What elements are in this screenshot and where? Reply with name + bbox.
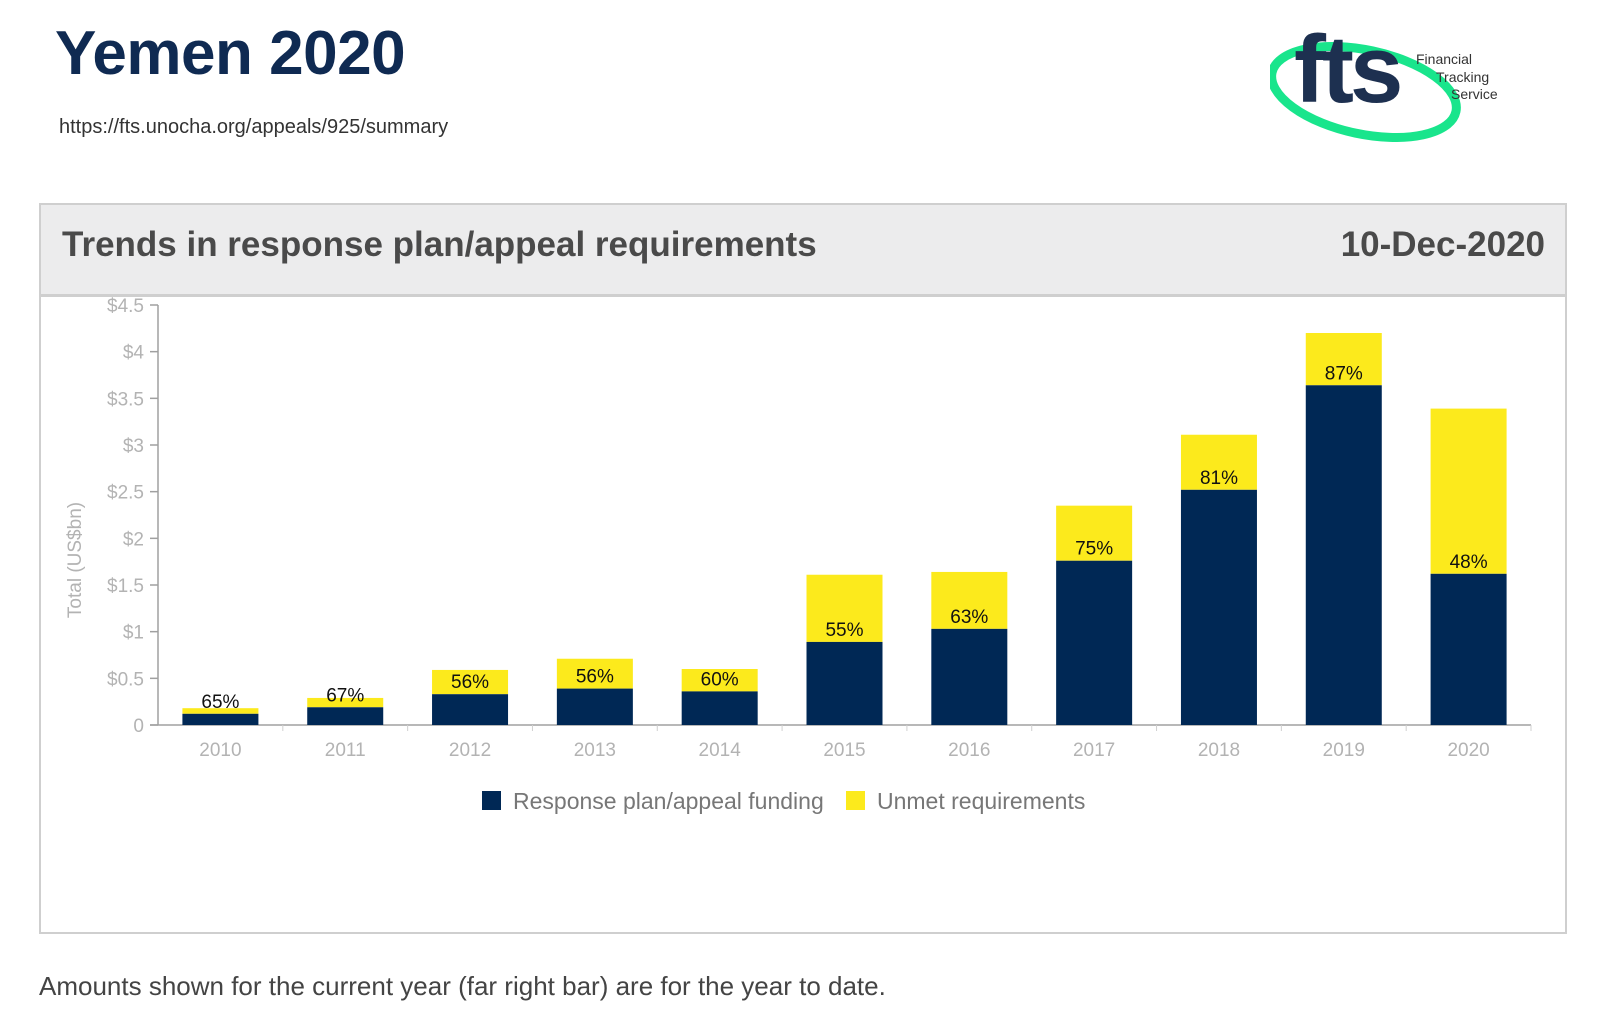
bar-unmet-2017 [1056,505,1133,561]
y-tick-label: $3.5 [107,389,144,410]
percent-label-2012: 56% [451,672,489,693]
bar-funding-2014 [681,691,758,725]
percent-label-2020: 48% [1450,552,1488,573]
bar-funding-2019 [1305,385,1382,725]
x-tick-label-2012: 2012 [449,740,491,761]
logo-wordmark: fts [1294,20,1400,123]
y-axis-title: Total (US$bn) [65,502,86,618]
legend-label-unmet: Unmet requirements [877,788,1085,814]
bar-unmet-2020 [1430,408,1507,574]
bar-unmet-2016 [931,571,1008,629]
bar-funding-2015 [806,641,883,725]
y-tick-label: $2.5 [107,483,144,504]
chart-date: 10-Dec-2020 [1340,225,1545,264]
chart-panel: Trends in response plan/appeal requireme… [39,203,1567,934]
legend-swatch-unmet [846,791,865,810]
legend-swatch-funding [482,791,501,810]
logo-line-3: Service [1451,86,1498,102]
x-tick-label-2014: 2014 [699,740,742,761]
bar-unmet-2012 [432,669,509,695]
bar-unmet-2010 [182,708,259,714]
percent-label-2017: 75% [1075,539,1113,560]
legend-label-funding: Response plan/appeal funding [513,788,824,814]
y-tick-label: $0.5 [107,669,144,690]
x-tick-label-2013: 2013 [574,740,616,761]
logo-line-2: Tracking [1436,69,1489,85]
y-tick-label: $2 [123,529,144,550]
bar-funding-2011 [307,707,384,725]
bar-chart: 0 $0.5 $1 $1.5 $2 $2.5 $3 $3.5 $4 $4.5 Total (US$b… [65,297,1532,814]
x-tick-label-2011: 2011 [325,740,366,761]
percent-label-2014: 60% [701,669,739,690]
page-title: Yemen 2020 [55,19,406,88]
x-tick-label-2019: 2019 [1323,740,1365,761]
x-tick-label-2018: 2018 [1198,740,1240,761]
chart-title: Trends in response plan/appeal requireme… [62,225,817,264]
bar-funding-2018 [1180,489,1257,725]
y-tick-label: $4.5 [107,297,144,317]
x-tick-label-2020: 2020 [1447,740,1489,761]
x-tick-label-2015: 2015 [823,740,865,761]
bar-unmet-2013 [556,658,633,689]
bar-funding-2010 [182,713,259,725]
percent-label-2016: 63% [950,607,988,628]
y-tick-label: $1.5 [107,576,144,597]
x-tick-label-2016: 2016 [948,740,990,761]
y-tick-label: $1 [123,623,144,644]
percent-label-2013: 56% [576,667,614,688]
percent-label-2015: 55% [825,620,863,641]
chart-panel-header: Trends in response plan/appeal requireme… [41,205,1565,297]
bar-unmet-2011 [307,697,384,708]
bar-funding-2020 [1430,573,1507,725]
bar-funding-2013 [556,688,633,725]
footnote: Amounts shown for the current year (far … [39,971,886,1001]
y-tick-label: $3 [123,436,144,457]
bar-funding-2016 [931,628,1008,725]
fts-logo: fts Financial Tracking Service [1267,16,1560,150]
percent-label-2018: 81% [1200,468,1238,489]
x-tick-label-2010: 2010 [199,740,241,761]
bar-unmet-2019 [1305,333,1382,386]
bar-unmet-2014 [681,669,758,692]
percent-label-2019: 87% [1325,363,1363,384]
source-url: https://fts.unocha.org/appeals/925/summa… [59,116,449,138]
logo-swoosh [1267,42,1461,142]
percent-label-2011: 67% [326,685,364,706]
bar-unmet-2015 [806,574,883,642]
x-tick-label-2017: 2017 [1073,740,1115,761]
bar-funding-2012 [432,694,509,725]
bar-unmet-2018 [1180,434,1257,490]
logo-line-1: Financial [1416,51,1472,67]
percent-label-2010: 65% [201,692,239,713]
bar-funding-2017 [1056,560,1133,725]
y-tick-label: $4 [123,343,145,364]
y-tick-label: 0 [133,716,144,737]
